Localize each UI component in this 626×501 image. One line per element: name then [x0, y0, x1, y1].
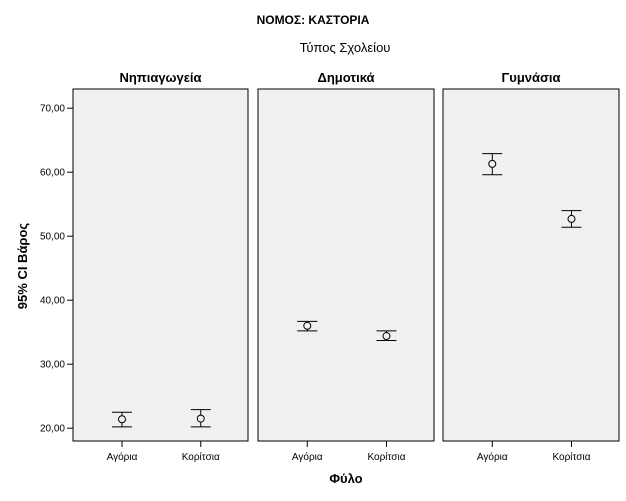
y-tick-label: 40,00	[40, 296, 65, 307]
x-tick-label: Αγόρια	[107, 451, 138, 463]
panel-title: Γυμνάσια	[501, 70, 560, 85]
mean-marker	[118, 415, 126, 424]
chart-marks: 20,00 30,00 40,00 50,00 60,00 70,00 Νηπιαγωγεί…	[40, 70, 620, 463]
y-tick-label: 50,00	[40, 232, 65, 243]
mean-marker	[382, 332, 391, 341]
panel-frame	[72, 88, 249, 442]
x-tick-label: Αγόρια	[477, 451, 508, 463]
x-tick-label: Αγόρια	[292, 451, 323, 463]
x-tick-label: Κορίτσια	[367, 451, 405, 463]
chart-title: ΝΟΜΟΣ: ΚΑΣΤΟΡΙΑ	[257, 13, 370, 27]
x-tick-label: Κορίτσια	[182, 451, 220, 463]
panel-frame	[442, 88, 620, 442]
x-tick-label: Κορίτσια	[552, 451, 590, 463]
y-tick-label: 60,00	[40, 168, 65, 179]
mean-marker	[196, 414, 205, 423]
y-axis-label: 95% CI Βάρος	[15, 223, 30, 310]
panel-title: Δημοτικά	[317, 70, 374, 85]
y-tick-label: 20,00	[40, 424, 65, 435]
x-axis-label: Φύλο	[329, 471, 362, 486]
panel-frame	[257, 88, 435, 442]
y-tick-label: 30,00	[40, 360, 65, 371]
mean-marker	[567, 214, 576, 223]
mean-marker	[488, 159, 497, 168]
mean-marker	[303, 321, 312, 330]
panel-group-label: Τύπος Σχολείου	[300, 40, 391, 55]
y-tick-label: 70,00	[40, 104, 65, 115]
panel-title: Νηπιαγωγεία	[119, 70, 201, 85]
